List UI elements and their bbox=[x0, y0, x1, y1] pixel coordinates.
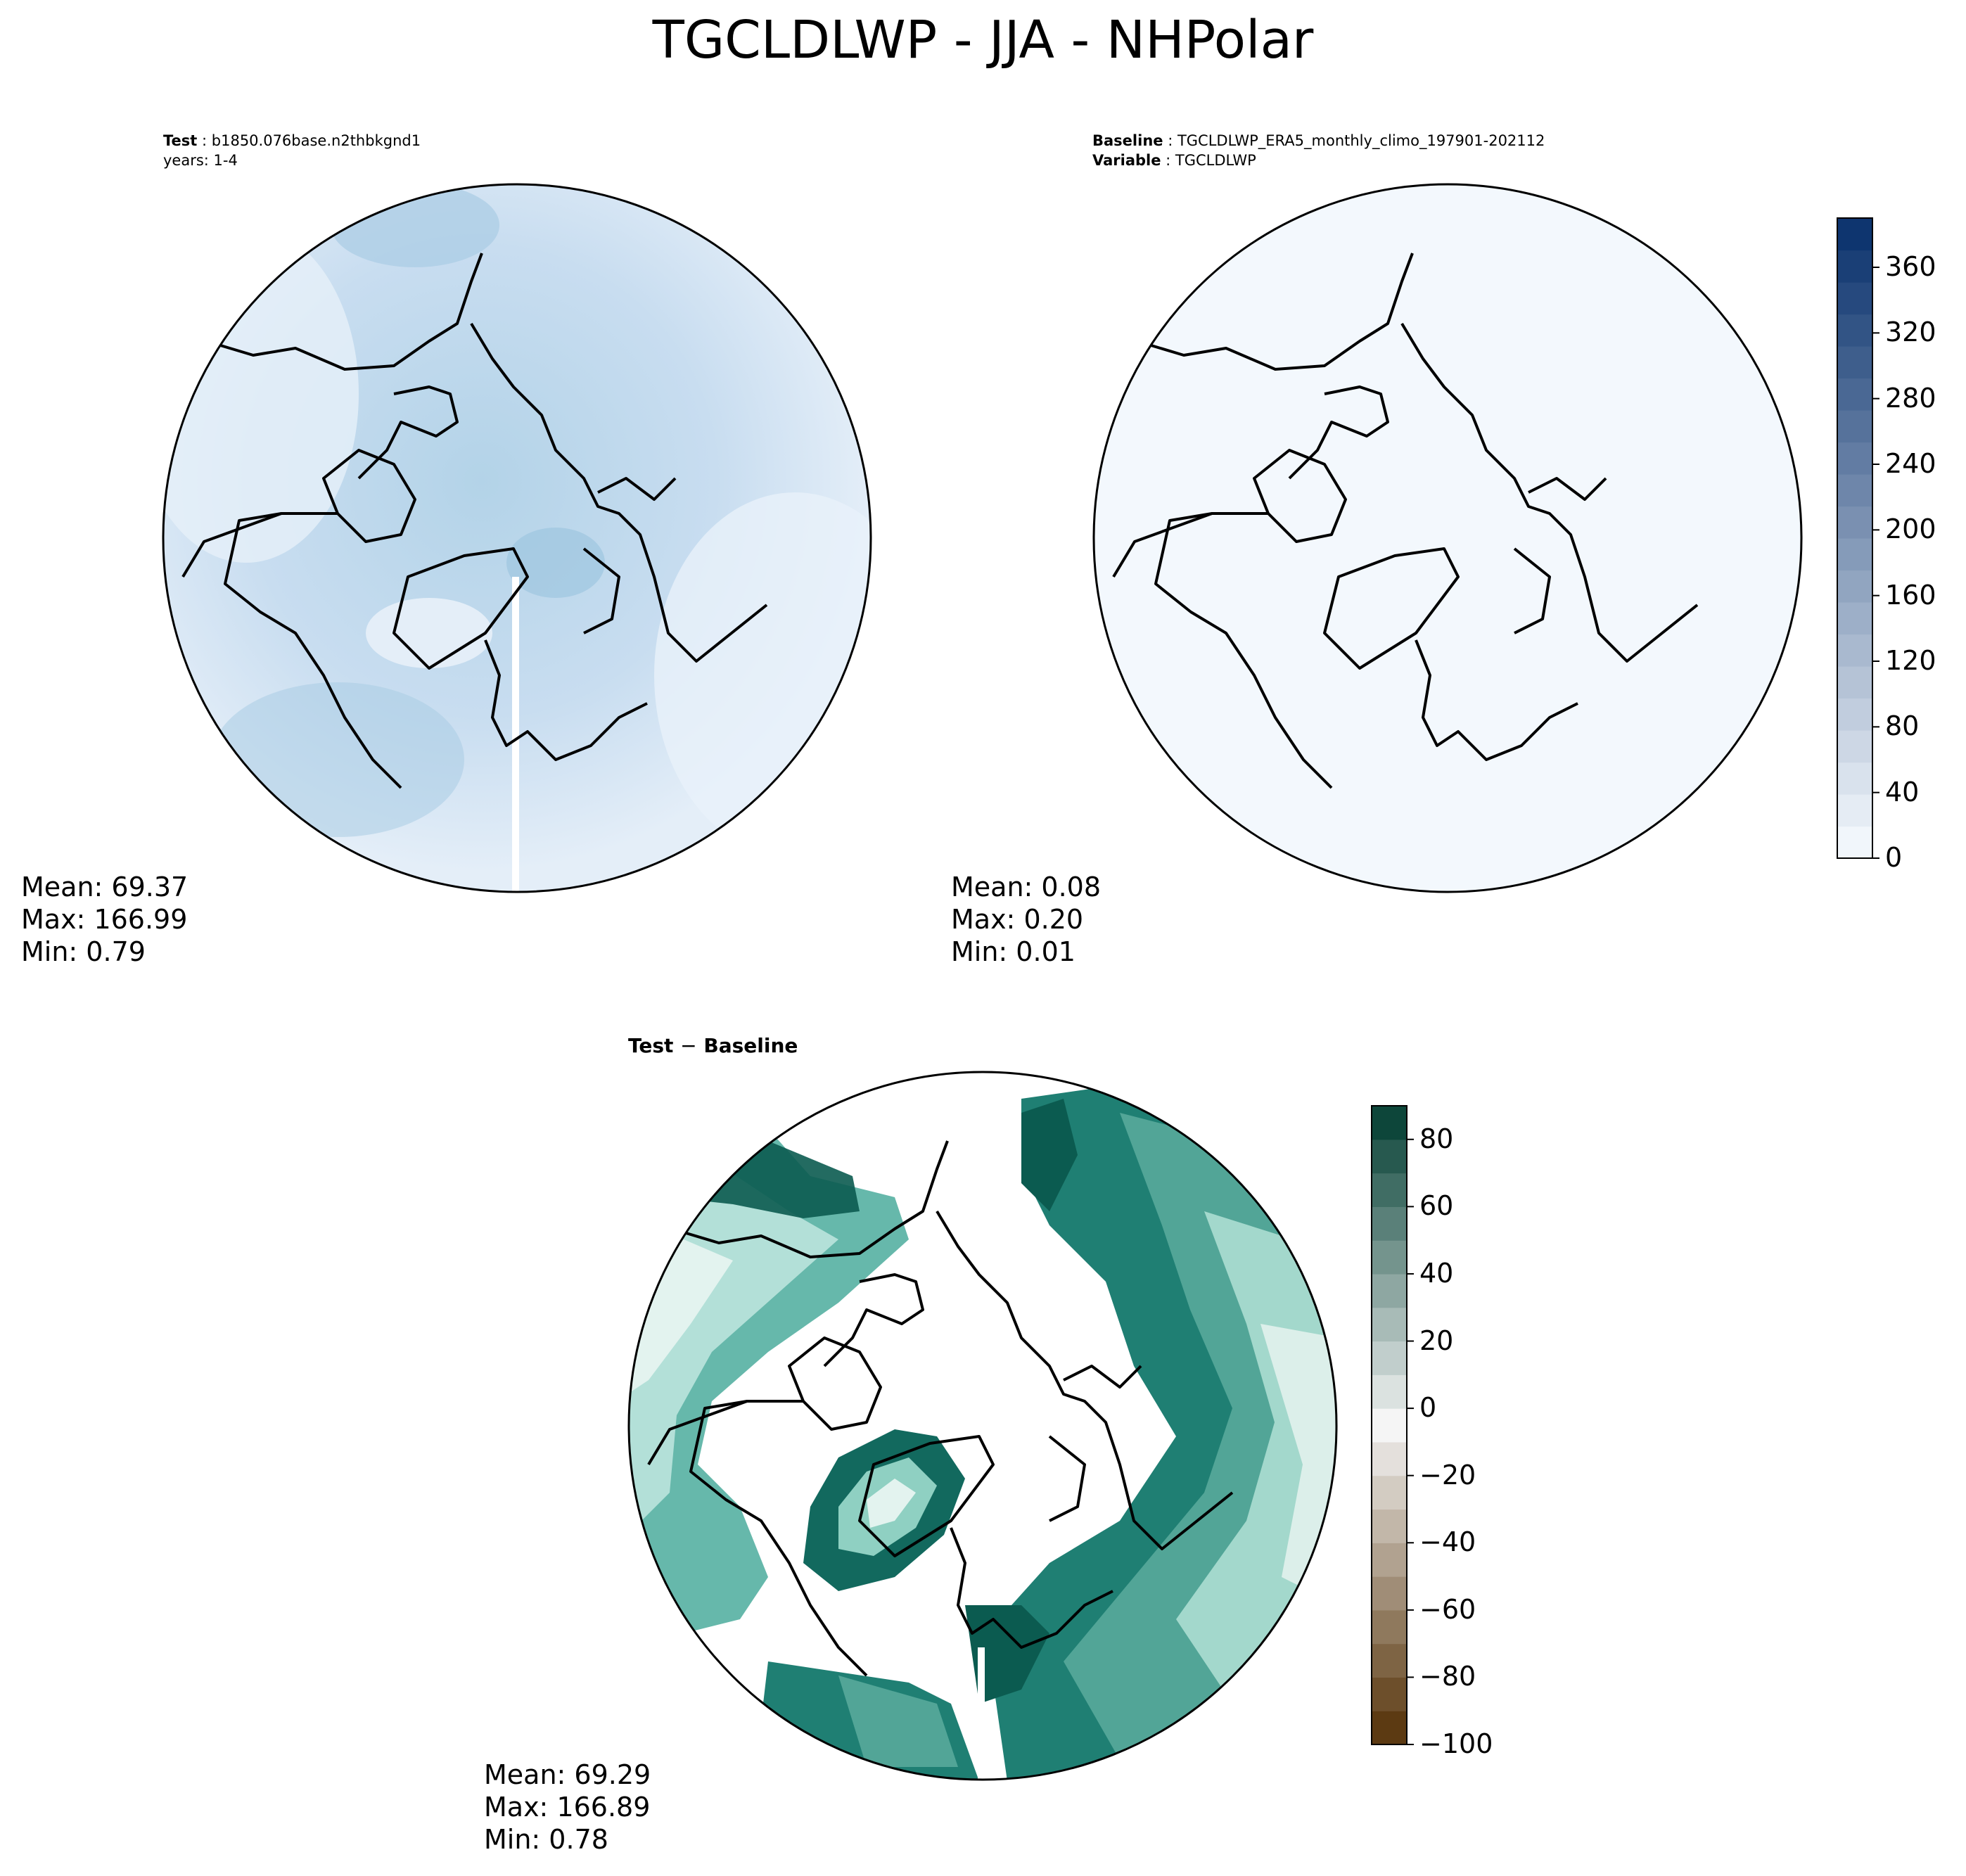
colorbar-tick-label: 120 bbox=[1885, 645, 1936, 676]
colorbar-segment bbox=[1372, 1240, 1407, 1275]
colorbar-segment bbox=[1837, 634, 1872, 667]
colorbar-segment bbox=[1372, 1677, 1407, 1711]
colorbar-segment bbox=[1837, 282, 1872, 315]
colorbar-tick-label: 40 bbox=[1885, 776, 1920, 808]
colorbar-segment bbox=[1372, 1643, 1407, 1678]
colorbar-segment bbox=[1372, 1543, 1407, 1577]
colorbar-tick-label: 20 bbox=[1419, 1325, 1454, 1356]
colorbar-tick-label: −80 bbox=[1419, 1661, 1476, 1692]
colorbar-segment bbox=[1837, 442, 1872, 475]
diff-title-op: − bbox=[680, 1034, 697, 1057]
colorbar-segment bbox=[1372, 1509, 1407, 1543]
colorbar-tick-label: −60 bbox=[1419, 1593, 1476, 1625]
colorbar-segment bbox=[1837, 474, 1872, 507]
colorbar-segment bbox=[1837, 410, 1872, 443]
test-max: Max: 166.99 bbox=[21, 904, 188, 935]
colorbar-tick-label: 0 bbox=[1419, 1392, 1437, 1424]
baseline-min: Min: 0.01 bbox=[951, 936, 1075, 967]
baseline-mean: Mean: 0.08 bbox=[951, 872, 1102, 902]
colorbar-tick-label: 160 bbox=[1885, 579, 1936, 611]
colorbar-tick-label: 60 bbox=[1419, 1190, 1454, 1222]
colorbar-segment bbox=[1837, 794, 1872, 827]
colorbar-segment bbox=[1837, 378, 1872, 411]
test-panel-label: Test : b1850.076base.n2thbkgnd1 years: 1… bbox=[163, 132, 421, 169]
colorbar-segment bbox=[1837, 730, 1872, 763]
colorbar-tick-label: 200 bbox=[1885, 513, 1936, 545]
diff-max: Max: 166.89 bbox=[484, 1792, 651, 1823]
diff-panel-title: Test − Baseline bbox=[628, 1034, 798, 1057]
colorbar-segment bbox=[1837, 570, 1872, 603]
baseline-panel-label: Baseline : TGCLDLWP_ERA5_monthly_climo_1… bbox=[1092, 132, 1545, 169]
colorbar-tick-label: −40 bbox=[1419, 1526, 1476, 1558]
test-min: Min: 0.79 bbox=[21, 936, 146, 967]
colorbar-segment bbox=[1837, 538, 1872, 571]
colorbar-segment bbox=[1372, 1106, 1407, 1140]
colorbar-segment bbox=[1837, 826, 1872, 859]
diff-colorbar bbox=[1371, 1105, 1414, 1745]
baseline-variable-name: TGCLDLWP bbox=[1175, 152, 1256, 169]
colorbar-segment bbox=[1372, 1609, 1407, 1645]
test-years: years: 1-4 bbox=[163, 152, 238, 169]
colorbar-segment bbox=[1372, 1173, 1407, 1207]
colorbar-frame bbox=[1371, 1105, 1408, 1745]
colorbar-segment bbox=[1372, 1475, 1407, 1510]
colorbar-tick-label: 40 bbox=[1419, 1257, 1454, 1289]
colorbar-tick-label: 360 bbox=[1885, 251, 1936, 282]
colorbar-tick-label: 280 bbox=[1885, 382, 1936, 414]
test-mean: Mean: 69.37 bbox=[21, 872, 189, 902]
colorbar-segment bbox=[1837, 218, 1872, 251]
colorbar-segment bbox=[1837, 506, 1872, 539]
colorbar-segment bbox=[1372, 1206, 1407, 1241]
baseline-label-bold: Baseline bbox=[1092, 132, 1163, 149]
diff-title-test: Test bbox=[628, 1034, 674, 1057]
baseline-stats: Mean: 0.08 Max: 0.20 Min: 0.01 bbox=[951, 871, 1101, 968]
baseline-polar-map bbox=[1092, 183, 1803, 893]
test-label-bold: Test bbox=[163, 132, 198, 149]
diff-colorbar-ticks: −100 −80 −60 −40 −20 0 20 40 60 80 bbox=[1407, 1106, 1498, 1757]
test-polar-map bbox=[162, 183, 872, 893]
baseline-max: Max: 0.20 bbox=[951, 904, 1084, 935]
colorbar-tick-label: 80 bbox=[1419, 1123, 1454, 1154]
diff-polar-map bbox=[627, 1071, 1338, 1781]
colorbar-segment bbox=[1372, 1441, 1407, 1476]
colorbar-tick-label: −100 bbox=[1419, 1728, 1493, 1759]
baseline-case-name: TGCLDLWP_ERA5_monthly_climo_197901-20211… bbox=[1177, 132, 1545, 149]
diff-min: Min: 0.78 bbox=[484, 1824, 608, 1855]
main-colorbar-ticks: 0 40 80 120 160 200 240 280 320 360 bbox=[1872, 218, 1957, 871]
colorbar-segment bbox=[1372, 1307, 1407, 1342]
colorbar-tick-label: −20 bbox=[1419, 1459, 1476, 1491]
diff-stats: Mean: 69.29 Max: 166.89 Min: 0.78 bbox=[484, 1759, 651, 1856]
colorbar-segment bbox=[1837, 666, 1872, 699]
test-case-name: b1850.076base.n2thbkgnd1 bbox=[211, 132, 421, 149]
colorbar-tick-label: 80 bbox=[1885, 710, 1920, 742]
colorbar-tick-label: 0 bbox=[1885, 842, 1903, 873]
diff-title-baseline: Baseline bbox=[703, 1034, 798, 1057]
colorbar-segment bbox=[1837, 762, 1872, 795]
baseline-variable-bold: Variable bbox=[1092, 152, 1161, 169]
colorbar-tick-label: 240 bbox=[1885, 448, 1936, 479]
colorbar-segment bbox=[1372, 1711, 1407, 1745]
colorbar-segment bbox=[1372, 1408, 1407, 1443]
colorbar-segment bbox=[1837, 346, 1872, 379]
figure-title: TGCLDLWP - JJA - NHPolar bbox=[652, 10, 1314, 70]
colorbar-segment bbox=[1372, 1273, 1407, 1308]
colorbar-segment bbox=[1372, 1374, 1407, 1409]
colorbar-segment bbox=[1372, 1139, 1407, 1174]
colorbar-segment bbox=[1372, 1576, 1407, 1611]
colorbar-segment bbox=[1837, 250, 1872, 283]
colorbar-frame bbox=[1837, 217, 1873, 859]
colorbar-segment bbox=[1837, 698, 1872, 731]
main-colorbar bbox=[1837, 217, 1879, 859]
colorbar-segment bbox=[1837, 314, 1872, 347]
colorbar-segment bbox=[1372, 1341, 1407, 1375]
test-stats: Mean: 69.37 Max: 166.99 Min: 0.79 bbox=[21, 871, 188, 968]
colorbar-segment bbox=[1837, 602, 1872, 635]
colorbar-tick-label: 320 bbox=[1885, 317, 1936, 348]
diff-mean: Mean: 69.29 bbox=[484, 1759, 651, 1790]
